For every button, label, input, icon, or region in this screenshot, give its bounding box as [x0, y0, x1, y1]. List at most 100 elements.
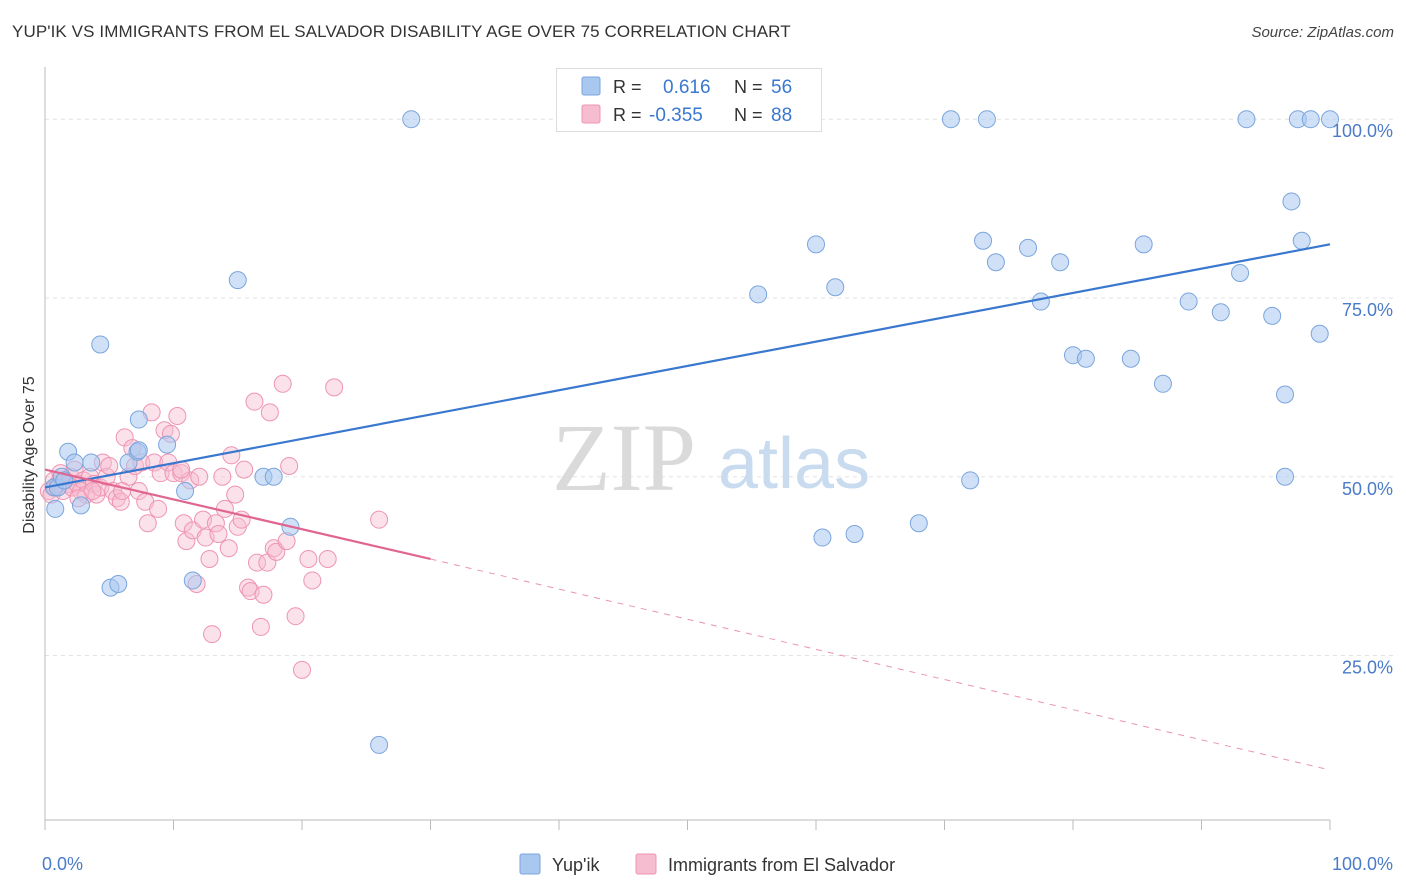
pink-point — [293, 660, 311, 679]
pink-point — [209, 524, 228, 543]
pink-point — [245, 392, 264, 411]
blue-point — [941, 110, 960, 129]
pink-point — [190, 467, 209, 486]
x-tick-label: 100.0% — [1332, 854, 1393, 874]
series-legend-svg: Yup'ik Immigrants from El Salvador — [519, 853, 895, 875]
blue-point — [909, 514, 928, 533]
pink-point — [254, 585, 273, 604]
blue-point — [1019, 238, 1038, 257]
blue-point — [71, 496, 90, 515]
pink-point — [325, 378, 344, 397]
blue-point — [158, 435, 177, 454]
pink-point — [235, 460, 254, 479]
blue-point — [402, 110, 421, 129]
pink-point — [174, 514, 193, 533]
pink-point — [273, 374, 292, 393]
blue-point — [1153, 374, 1172, 393]
blue-point — [176, 482, 195, 501]
blue-point — [1276, 385, 1295, 404]
pink-point — [177, 532, 196, 551]
blue-point — [986, 253, 1005, 272]
blue-point — [1310, 324, 1329, 343]
pink-point — [213, 467, 232, 486]
y-tick-label: 100.0% — [1332, 121, 1393, 141]
blue-point — [65, 453, 84, 472]
blue-point — [1031, 292, 1050, 311]
blue-point — [961, 471, 980, 490]
pink-point — [219, 539, 238, 558]
blue-point — [1282, 192, 1301, 211]
watermark-atlas: atlas — [718, 424, 870, 504]
pink-point — [280, 457, 299, 476]
blue-point — [807, 235, 825, 254]
pink-series-points — [39, 374, 389, 679]
legend-r-label-1: R = — [613, 77, 642, 97]
series-legend-label-blue: Yup'ik — [552, 855, 600, 875]
blue-point — [82, 453, 101, 472]
series-legend-swatch-blue — [519, 853, 541, 875]
blue-point — [1263, 306, 1282, 325]
series-legend-swatch-pink — [635, 853, 657, 875]
blue-point — [1292, 231, 1311, 250]
pink-point — [303, 571, 322, 590]
blue-point — [1121, 349, 1140, 368]
series-legend: Yup'ik Immigrants from El Salvador — [0, 850, 1406, 880]
blue-point — [1237, 110, 1256, 129]
blue-point — [1276, 467, 1295, 486]
legend-n-value-2: 88 — [771, 105, 792, 126]
pink-point — [248, 553, 267, 572]
blue-point — [1051, 253, 1070, 272]
blue-point — [1179, 292, 1198, 311]
legend-r-value-2: -0.355 — [649, 105, 703, 126]
pink-trend-line — [44, 468, 431, 561]
blue-series-points — [44, 110, 1339, 754]
blue-point — [813, 528, 832, 547]
blue-point — [91, 335, 110, 354]
source-label: Source: ZipAtlas.com — [1251, 24, 1394, 41]
pink-point — [260, 403, 279, 422]
pink-point — [100, 457, 119, 476]
blue-trend-line — [44, 243, 1331, 489]
y-tick-label: 50.0% — [1342, 479, 1393, 499]
blue-point — [749, 285, 768, 304]
blue-point — [1134, 235, 1153, 254]
blue-point — [974, 231, 993, 250]
blue-point — [264, 467, 283, 486]
blue-point — [1321, 110, 1339, 129]
legend-r-label-2: R = — [613, 105, 642, 125]
blue-point — [46, 499, 65, 518]
legend-r-value-1: 0.616 — [663, 77, 711, 98]
blue-point — [845, 524, 864, 543]
grid-lines — [45, 118, 1395, 657]
legend-n-label-1: N = — [734, 77, 763, 97]
pink-point — [222, 446, 241, 465]
blue-point — [129, 410, 148, 429]
trend-lines — [44, 243, 1331, 771]
pink-point — [299, 549, 318, 568]
tick-labels: 25.0% 50.0% 75.0% 100.0% 0.0% 100.0% — [42, 121, 1393, 874]
pink-point — [149, 499, 168, 518]
blue-point — [370, 735, 389, 754]
blue-point — [183, 571, 202, 590]
pink-point — [370, 510, 389, 529]
legend-n-value-1: 56 — [771, 77, 792, 98]
pink-point — [83, 482, 102, 501]
x-tick-label: 0.0% — [42, 854, 83, 874]
pink-point — [239, 578, 258, 597]
pink-trend-extension — [430, 558, 1331, 771]
pink-point — [168, 406, 187, 425]
chart-title: YUP'IK VS IMMIGRANTS FROM EL SALVADOR DI… — [12, 22, 791, 41]
pink-point — [318, 549, 337, 568]
pink-point — [200, 549, 219, 568]
blue-point — [1211, 303, 1230, 322]
pink-point — [138, 514, 157, 533]
pink-point — [286, 607, 305, 626]
legend-n-label-2: N = — [734, 105, 763, 125]
blue-point — [1231, 263, 1250, 282]
y-axis-label: Disability Age Over 75 — [21, 376, 38, 534]
correlation-legend: R = 0.616 N = 56 R = -0.355 N = 88 — [556, 68, 822, 132]
blue-point — [1301, 110, 1320, 129]
pink-point — [226, 485, 245, 504]
blue-point — [826, 278, 845, 297]
blue-point — [109, 575, 128, 594]
